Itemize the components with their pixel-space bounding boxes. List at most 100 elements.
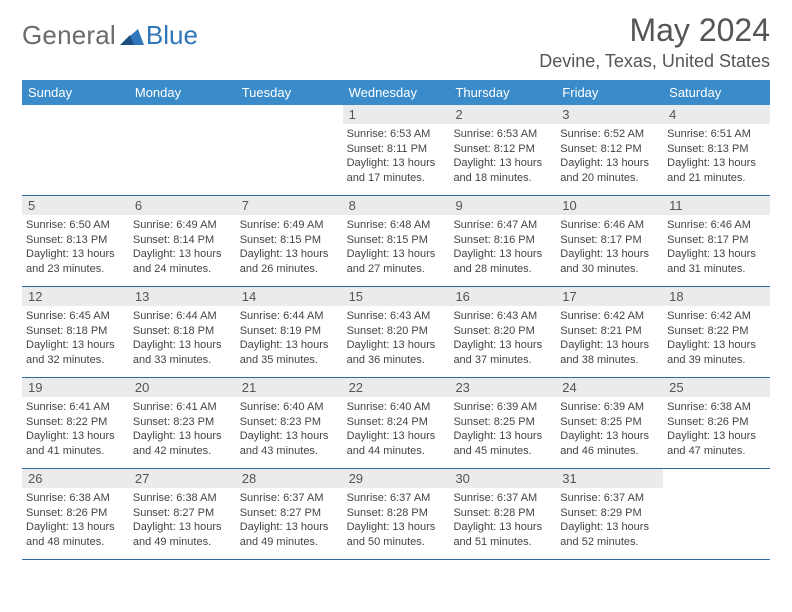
daylight-line2: and 41 minutes. [26, 444, 125, 459]
daylight-line2: and 44 minutes. [347, 444, 446, 459]
calendar-day: 12Sunrise: 6:45 AMSunset: 8:18 PMDayligh… [22, 287, 129, 377]
day-number: 28 [236, 469, 343, 488]
calendar-day: 16Sunrise: 6:43 AMSunset: 8:20 PMDayligh… [449, 287, 556, 377]
header-row: General Blue May 2024 Devine, Texas, Uni… [22, 14, 770, 72]
day-number: 31 [556, 469, 663, 488]
sunrise-label: Sunrise: 6:40 AM [240, 400, 339, 415]
calendar-day: 28 Sunrise: 6:37 AMSunset: 8:27 PMDayligh… [236, 469, 343, 559]
sunset-label: Sunset: 8:28 PM [453, 506, 552, 521]
sunrise-label: Sunrise: 6:49 AM [133, 218, 232, 233]
daylight-line2: and 18 minutes. [453, 171, 552, 186]
sunset-label: Sunset: 8:17 PM [560, 233, 659, 248]
sunset-label: Sunset: 8:23 PM [133, 415, 232, 430]
day-number: 18 [663, 287, 770, 306]
sunset-label: Sunset: 8:13 PM [26, 233, 125, 248]
sunrise-label: Sunrise: 6:41 AM [26, 400, 125, 415]
sunset-label: Sunset: 8:20 PM [453, 324, 552, 339]
sunset-label: Sunset: 8:15 PM [347, 233, 446, 248]
brand-logo: General Blue [22, 14, 198, 51]
calendar-day: 17Sunrise: 6:42 AMSunset: 8:21 PMDayligh… [556, 287, 663, 377]
daylight-line1: Daylight: 13 hours [133, 429, 232, 444]
day-number: 16 [449, 287, 556, 306]
daylight-line2: and 17 minutes. [347, 171, 446, 186]
day-number: 15 [343, 287, 450, 306]
daylight-line1: Daylight: 13 hours [560, 247, 659, 262]
daylight-line2: and 51 minutes. [453, 535, 552, 550]
calendar-day: 7Sunrise: 6:49 AMSunset: 8:15 PMDaylight… [236, 196, 343, 286]
calendar-week-row: 19Sunrise: 6:41 AMSunset: 8:22 PMDayligh… [22, 378, 770, 469]
daylight-line2: and 26 minutes. [240, 262, 339, 277]
day-number: 7 [236, 196, 343, 215]
sunrise-label: Sunrise: 6:41 AM [133, 400, 232, 415]
sunset-label: Sunset: 8:19 PM [240, 324, 339, 339]
sunset-label: Sunset: 8:21 PM [560, 324, 659, 339]
sunset-label: Sunset: 8:18 PM [26, 324, 125, 339]
daylight-line1: Daylight: 13 hours [347, 338, 446, 353]
daylight-line1: Daylight: 13 hours [26, 338, 125, 353]
sunrise-label: Sunrise: 6:48 AM [347, 218, 446, 233]
calendar-day: 11Sunrise: 6:46 AMSunset: 8:17 PMDayligh… [663, 196, 770, 286]
daylight-line2: and 42 minutes. [133, 444, 232, 459]
calendar-day: 31Sunrise: 6:37 AMSunset: 8:29 PMDayligh… [556, 469, 663, 559]
daylight-line1: Daylight: 13 hours [240, 247, 339, 262]
sunset-label: Sunset: 8:20 PM [347, 324, 446, 339]
daylight-line2: and 23 minutes. [26, 262, 125, 277]
sunset-label: Sunset: 8:27 PM [240, 506, 339, 521]
sunset-label: Sunset: 8:12 PM [453, 142, 552, 157]
sunset-label: Sunset: 8:24 PM [347, 415, 446, 430]
daylight-line2: and 47 minutes. [667, 444, 766, 459]
calendar-day: 13Sunrise: 6:44 AMSunset: 8:18 PMDayligh… [129, 287, 236, 377]
day-number: 17 [556, 287, 663, 306]
day-number: 27 [129, 469, 236, 488]
sunrise-label: Sunrise: 6:43 AM [347, 309, 446, 324]
daylight-line1: Daylight: 13 hours [667, 247, 766, 262]
daylight-line1: Daylight: 13 hours [26, 247, 125, 262]
sunrise-label: Sunrise: 6:39 AM [560, 400, 659, 415]
sunrise-label: Sunrise: 6:37 AM [240, 491, 339, 506]
daylight-line1: Daylight: 13 hours [240, 338, 339, 353]
sunset-label: Sunset: 8:14 PM [133, 233, 232, 248]
calendar-week-row: 0001Sunrise: 6:53 AMSunset: 8:11 PMDayli… [22, 105, 770, 196]
calendar-day: 10Sunrise: 6:46 AMSunset: 8:17 PMDayligh… [556, 196, 663, 286]
sunset-label: Sunset: 8:13 PM [667, 142, 766, 157]
sunset-label: Sunset: 8:26 PM [26, 506, 125, 521]
daylight-line1: Daylight: 13 hours [347, 247, 446, 262]
calendar-day: 30Sunrise: 6:37 AMSunset: 8:28 PMDayligh… [449, 469, 556, 559]
day-number: 29 [343, 469, 450, 488]
sunset-label: Sunset: 8:23 PM [240, 415, 339, 430]
sunset-label: Sunset: 8:26 PM [667, 415, 766, 430]
sunset-label: Sunset: 8:28 PM [347, 506, 446, 521]
sunrise-label: Sunrise: 6:38 AM [26, 491, 125, 506]
daylight-line2: and 30 minutes. [560, 262, 659, 277]
weekday-header: Thursday [449, 80, 556, 105]
day-number: 14 [236, 287, 343, 306]
sunrise-label: Sunrise: 6:37 AM [560, 491, 659, 506]
day-number: 19 [22, 378, 129, 397]
calendar-day: 20Sunrise: 6:41 AMSunset: 8:23 PMDayligh… [129, 378, 236, 468]
daylight-line2: and 27 minutes. [347, 262, 446, 277]
calendar-day: 21Sunrise: 6:40 AMSunset: 8:23 PMDayligh… [236, 378, 343, 468]
weekday-header: Wednesday [343, 80, 450, 105]
weeks-container: 0001Sunrise: 6:53 AMSunset: 8:11 PMDayli… [22, 105, 770, 560]
daylight-line1: Daylight: 13 hours [667, 156, 766, 171]
daylight-line1: Daylight: 13 hours [347, 429, 446, 444]
daylight-line1: Daylight: 13 hours [240, 520, 339, 535]
daylight-line1: Daylight: 13 hours [133, 247, 232, 262]
calendar-page: General Blue May 2024 Devine, Texas, Uni… [0, 0, 792, 560]
day-number: 5 [22, 196, 129, 215]
calendar-day-empty: 0 [22, 105, 129, 195]
daylight-line1: Daylight: 13 hours [667, 429, 766, 444]
daylight-line2: and 36 minutes. [347, 353, 446, 368]
sunrise-label: Sunrise: 6:43 AM [453, 309, 552, 324]
daylight-line1: Daylight: 13 hours [347, 156, 446, 171]
calendar-day: 3Sunrise: 6:52 AMSunset: 8:12 PMDaylight… [556, 105, 663, 195]
calendar-day: 5Sunrise: 6:50 AMSunset: 8:13 PMDaylight… [22, 196, 129, 286]
sunset-label: Sunset: 8:22 PM [26, 415, 125, 430]
sunset-label: Sunset: 8:25 PM [453, 415, 552, 430]
sunset-label: Sunset: 8:29 PM [560, 506, 659, 521]
weekday-header: Monday [129, 80, 236, 105]
title-block: May 2024 Devine, Texas, United States [539, 14, 770, 72]
brand-triangle-icon [120, 27, 144, 47]
calendar-day-empty: 0 [663, 469, 770, 559]
day-number: 11 [663, 196, 770, 215]
